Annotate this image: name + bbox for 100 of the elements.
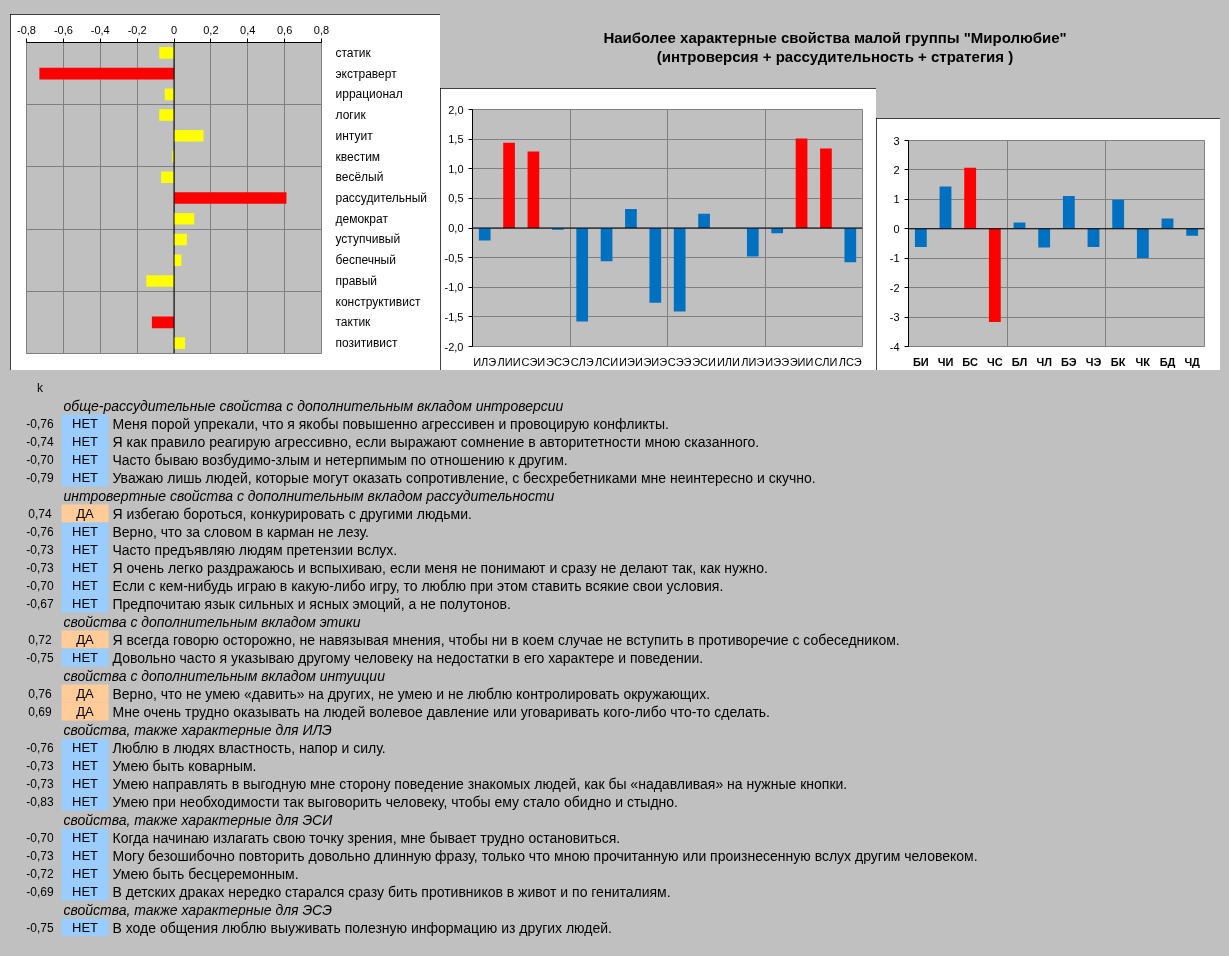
text: -0,73 bbox=[26, 759, 54, 773]
text: -0,69 bbox=[26, 885, 54, 899]
text: Умею быть коварным. bbox=[112, 757, 257, 774]
text: НЕТ bbox=[72, 830, 99, 845]
text: НЕТ bbox=[72, 578, 99, 593]
text: Часто бываю возбудимо-злым и нетерпимым по отношению к другим. bbox=[112, 451, 568, 468]
y-tick-label: экстраверт bbox=[335, 66, 398, 81]
text: НЕТ bbox=[72, 650, 99, 665]
text: Я как правило реагирую агрессивно, если выражают сомнение в авторитетности мною сказанного. bbox=[112, 433, 760, 450]
x-tick-label: -0,6 bbox=[53, 23, 73, 36]
text: Если с кем-нибудь играю в какую-либо игру, то люблю при этом ставить всякие свои условия. bbox=[112, 577, 724, 594]
y-tick-label: -1,5 bbox=[444, 310, 464, 323]
text: Верно, что не умею «давить» на других, не умею и не люблю контролировать окружающих. bbox=[112, 685, 711, 702]
y-tick-label: 0,0 bbox=[448, 222, 464, 234]
x-tick-label: БЛ bbox=[1011, 355, 1028, 368]
text: -0,70 bbox=[26, 453, 54, 467]
text: -0,72 bbox=[26, 867, 54, 881]
text: Мне очень трудно оказывать на людей волевое давление или уговаривать кого-либо что-то сделать. bbox=[112, 703, 770, 720]
text: свойства, также характерные для ИЛЭ bbox=[63, 721, 333, 738]
text: Умею быть бесцеремонным. bbox=[112, 865, 299, 882]
text: Предпочитаю язык сильных и ясных эмоций, а не полутонов. bbox=[112, 595, 511, 612]
text: 0,76 bbox=[28, 687, 52, 701]
text: НЕТ bbox=[72, 848, 99, 863]
y-tick-label: -1 bbox=[889, 252, 900, 265]
y-tick-label: -0,5 bbox=[444, 251, 464, 264]
text: НЕТ bbox=[72, 866, 99, 881]
text: Умею при необходимости так выговорить человеку, чтобы ему стало обидно и стыдно. bbox=[112, 793, 678, 810]
text: -0,70 bbox=[26, 831, 54, 845]
y-tick-label: статик bbox=[335, 45, 372, 60]
text: НЕТ bbox=[72, 758, 99, 773]
text: Часто предъявляю людям претензии вслух. bbox=[112, 541, 398, 558]
text: Довольно часто я указываю другому человеку на недостатки в его характере и поведении. bbox=[112, 649, 704, 666]
x-tick-label: 0,2 bbox=[203, 23, 219, 36]
text: НЕТ bbox=[72, 794, 99, 809]
text: НЕТ bbox=[72, 416, 99, 431]
text: Верно, что за словом в карман не лезу. bbox=[112, 523, 369, 540]
text: 0,74 bbox=[28, 507, 52, 521]
text: НЕТ bbox=[72, 470, 99, 485]
text: -0,75 bbox=[26, 651, 54, 665]
y-tick-label: иррационал bbox=[335, 87, 403, 102]
x-tick-label: ЧЭ bbox=[1085, 355, 1102, 368]
text: Я избегаю бороться, конкурировать с другими людьми. bbox=[112, 505, 472, 522]
text: НЕТ bbox=[72, 524, 99, 539]
x-tick-label: БС bbox=[962, 355, 979, 368]
text: НЕТ bbox=[72, 560, 99, 575]
y-tick-label: весёлый bbox=[335, 170, 384, 185]
text: Я очень легко раздражаюсь и вспыхиваю, если меня не понимают и сразу не делают так, как нужно. bbox=[112, 559, 768, 576]
text: Меня порой упрекали, что я якобы повышенно агрессивен и провоцирую конфликты. bbox=[112, 415, 669, 432]
x-tick-label: 0,8 bbox=[313, 23, 330, 36]
x-tick-label: ЭИИ bbox=[789, 355, 814, 368]
x-tick-label: ИЭЭ bbox=[765, 355, 790, 368]
y-tick-label: позитивист bbox=[335, 336, 399, 351]
chart-title: Наиболее характерные свойства малой группы "Миролюбие" bbox=[603, 28, 1067, 46]
y-tick-label: -4 bbox=[889, 340, 900, 353]
text: -0,75 bbox=[26, 921, 54, 935]
text: Умею направлять в выгодную мне сторону поведение знакомых людей, как бы «надавливая» на нужные кнопки. bbox=[112, 775, 848, 792]
text: -0,73 bbox=[26, 777, 54, 791]
x-tick-label: ЧС bbox=[987, 355, 1003, 368]
y-tick-label: правый bbox=[335, 273, 378, 288]
x-tick-label: БИ bbox=[912, 355, 929, 368]
text: 0,69 bbox=[28, 705, 52, 719]
text: 0,72 bbox=[28, 633, 52, 647]
text: -0,76 bbox=[26, 741, 54, 755]
text: -0,76 bbox=[26, 525, 54, 539]
x-tick-label: СЭЭ bbox=[667, 355, 692, 368]
text: В детских драках нередко старался сразу бить противников в живот и по гениталиям. bbox=[112, 883, 671, 900]
x-tick-label: -0,8 bbox=[17, 23, 36, 36]
text: -0,73 bbox=[26, 561, 54, 575]
x-tick-label: ЛСЭ bbox=[838, 355, 862, 368]
text: -0,76 bbox=[26, 417, 54, 431]
x-tick-label: СЛИ bbox=[814, 355, 838, 368]
y-tick-label: 1,5 bbox=[448, 133, 464, 146]
y-tick-label: демократ bbox=[335, 211, 389, 226]
x-tick-label: -0,2 bbox=[127, 23, 147, 36]
x-tick-label: ИЛИ bbox=[716, 355, 740, 368]
y-tick-label: интуит bbox=[335, 128, 374, 143]
text: свойства с дополнительным вкладом интуиции bbox=[63, 667, 386, 684]
y-tick-label: 0,5 bbox=[448, 192, 464, 205]
x-tick-label: 0,6 bbox=[276, 23, 293, 36]
y-tick-label: логик bbox=[335, 108, 367, 123]
text: обще-рассудительные свойства с дополнительным вкладом интроверсии bbox=[63, 397, 564, 414]
x-tick-label: ЭИЭ bbox=[643, 355, 668, 368]
x-tick-label: СЛЭ bbox=[570, 355, 594, 368]
y-tick-label: 0 bbox=[893, 222, 900, 235]
text: НЕТ bbox=[72, 776, 99, 791]
text: -0,79 bbox=[26, 471, 54, 485]
text: интровертные свойства с дополнительным вкладом рассудительности bbox=[63, 487, 555, 504]
y-tick-label: -2,0 bbox=[444, 340, 464, 353]
y-tick-label: -3 bbox=[889, 311, 900, 324]
text: ДА bbox=[76, 704, 95, 719]
text: НЕТ bbox=[72, 884, 99, 899]
text: ДА bbox=[76, 506, 95, 521]
y-tick-label: беспечный bbox=[335, 253, 396, 268]
x-tick-label: ЧД bbox=[1184, 355, 1201, 368]
x-tick-label: ИЭИ bbox=[619, 355, 643, 368]
y-tick-label: -2 bbox=[889, 281, 900, 294]
x-tick-label: ЧИ bbox=[937, 355, 954, 368]
text: -0,67 bbox=[26, 597, 54, 611]
text: Я всегда говорю осторожно, не навязывая мнения, чтобы ни в коем случае не вступить в противоречие с собеседником. bbox=[112, 631, 900, 648]
text: НЕТ bbox=[72, 452, 99, 467]
